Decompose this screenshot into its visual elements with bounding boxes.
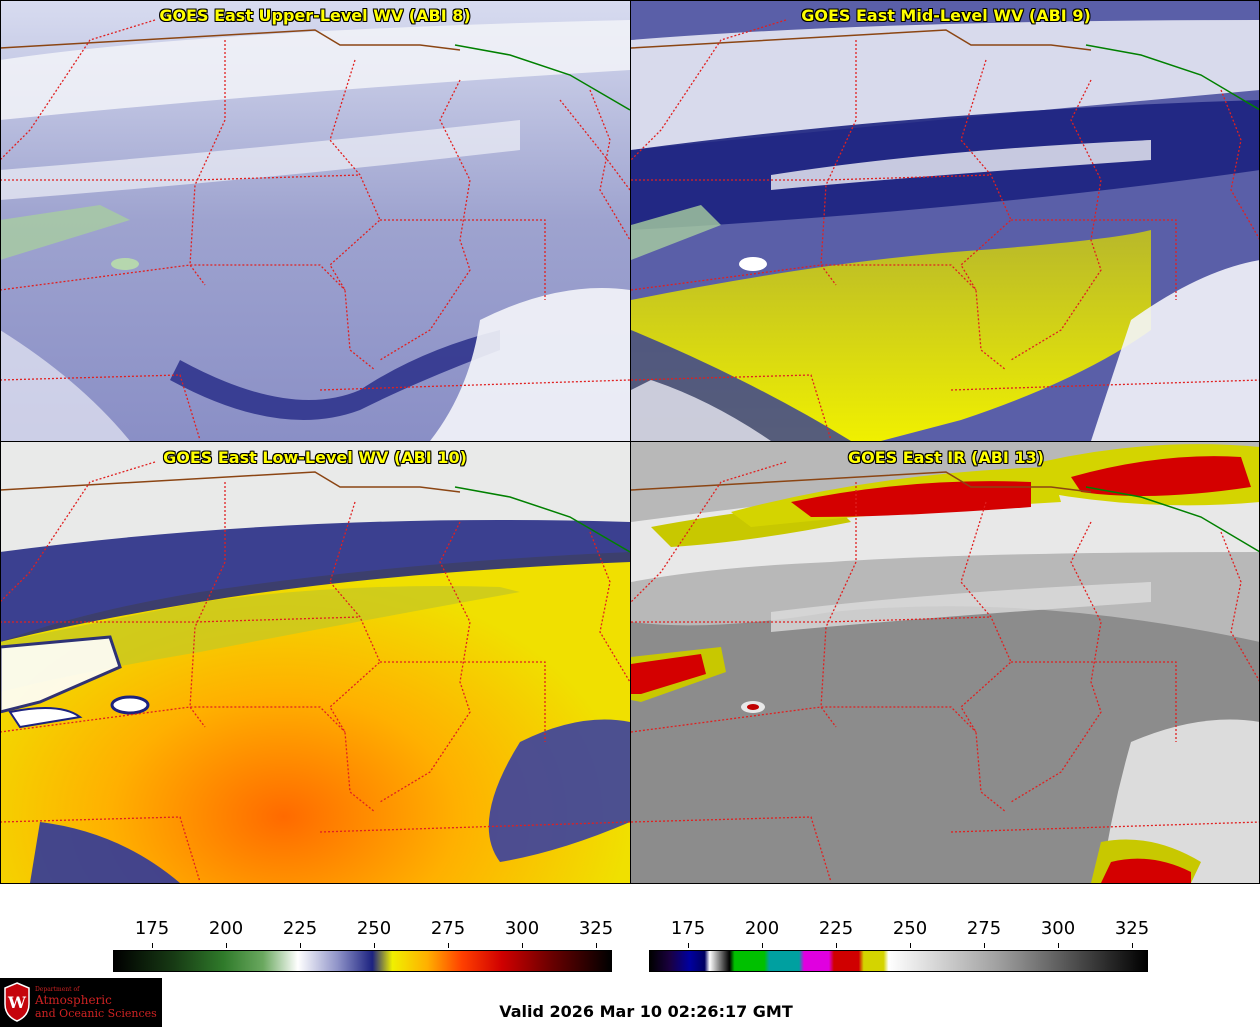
tick-mark	[522, 943, 523, 948]
panel-ir: GOES East IR (ABI 13)	[631, 442, 1260, 883]
tick-label-175: 175	[670, 918, 706, 939]
tick-label-200: 200	[744, 918, 780, 939]
tick-label-250: 250	[892, 918, 928, 939]
wv-colorbar	[113, 950, 612, 972]
valid-time: Valid 2026 Mar 10 02:26:17 GMT	[499, 1002, 793, 1021]
tick-label-225: 225	[818, 918, 854, 939]
ir-colorbar-ticks: 175 200 225 250 275 300 325	[649, 918, 1150, 948]
image-frame	[0, 0, 1260, 884]
tick-label-325: 325	[1114, 918, 1150, 939]
tick-mark	[596, 943, 597, 948]
tick-mark	[1132, 943, 1133, 948]
svg-text:W: W	[7, 993, 27, 1012]
tick-mark	[1058, 943, 1059, 948]
wv-colorbar-ticks: 175 200 225 250 275 300 325	[113, 918, 614, 948]
tick-mark	[152, 943, 153, 948]
tick-label-200: 200	[208, 918, 244, 939]
ir-image	[631, 442, 1260, 883]
tick-mark	[226, 943, 227, 948]
tick-label-225: 225	[282, 918, 318, 939]
low-wv-borders	[0, 461, 630, 883]
tick-label-275: 275	[966, 918, 1002, 939]
tick-mark	[762, 943, 763, 948]
tick-mark	[984, 943, 985, 948]
logo-dept-line: Department of	[35, 986, 80, 993]
tick-label-250: 250	[356, 918, 392, 939]
panel-low-level-wv: GOES East Low-Level WV (ABI 10)	[0, 442, 630, 883]
logo-atmospheric: Atmospheric	[35, 993, 112, 1007]
tick-mark	[688, 943, 689, 948]
tick-label-300: 300	[1040, 918, 1076, 939]
mid-wv-borders	[631, 19, 1260, 441]
panel-title: GOES East Low-Level WV (ABI 10)	[163, 448, 467, 467]
panel-title: GOES East Mid-Level WV (ABI 9)	[801, 6, 1091, 25]
ir-colorbar	[649, 950, 1148, 972]
tick-label-175: 175	[134, 918, 170, 939]
tick-mark	[300, 943, 301, 948]
ir-borders	[631, 461, 1260, 883]
aos-logo: W Department of Atmospheric and Oceanic …	[0, 978, 162, 1027]
tick-mark	[448, 943, 449, 948]
panel-title: GOES East Upper-Level WV (ABI 8)	[159, 6, 471, 25]
tick-mark	[910, 943, 911, 948]
tick-label-300: 300	[504, 918, 540, 939]
tick-mark	[836, 943, 837, 948]
panel-upper-level-wv: GOES East Upper-Level WV (ABI 8)	[0, 0, 630, 441]
panel-mid-level-wv: GOES East Mid-Level WV (ABI 9)	[631, 0, 1260, 441]
low-wv-image	[0, 442, 630, 883]
tick-label-275: 275	[430, 918, 466, 939]
tick-label-325: 325	[578, 918, 614, 939]
uw-shield-icon: W	[4, 982, 30, 1022]
panel-divider-horizontal	[0, 441, 1260, 442]
panel-title: GOES East IR (ABI 13)	[847, 448, 1045, 467]
logo-oceanic: and Oceanic Sciences	[35, 1007, 157, 1020]
upper-wv-borders	[0, 19, 630, 441]
tick-mark	[374, 943, 375, 948]
